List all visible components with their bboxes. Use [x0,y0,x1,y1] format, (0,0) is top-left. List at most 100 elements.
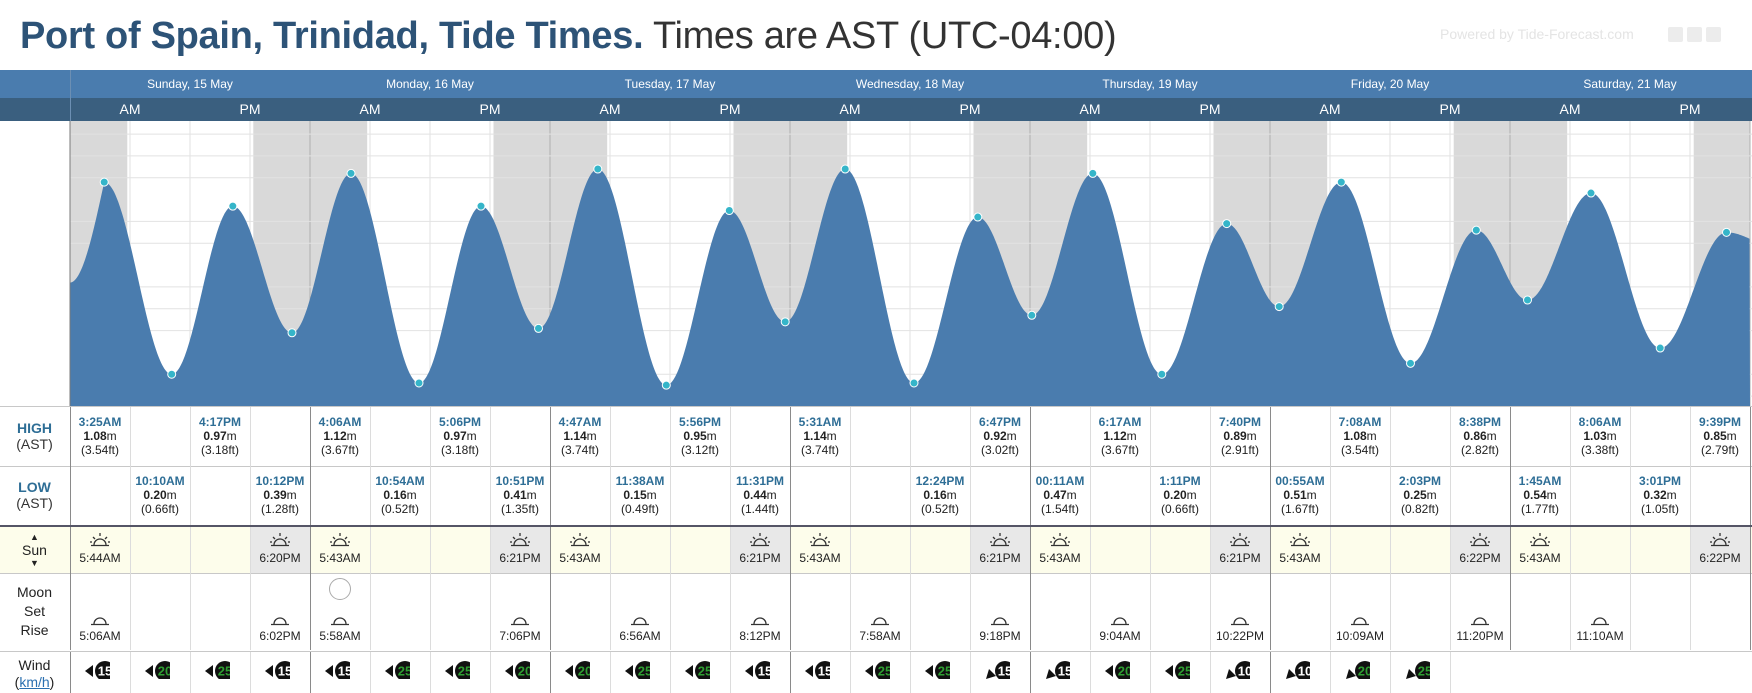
high-tide-height: 1.03m [1570,429,1630,443]
column-divider [130,573,131,650]
column-divider [730,407,731,525]
print-icon[interactable] [1706,27,1721,42]
wind-arrow-icon: 25 [445,661,470,679]
high-tide-time: 3:25AM [78,415,122,429]
tide-extreme-marker[interactable] [1471,225,1481,235]
low-tide-time: 11:31PM [735,474,785,488]
meter-unit: m [1246,429,1257,443]
sun-time: 6:22PM [1459,551,1501,565]
sunrise-icon [1050,533,1070,547]
embed-icon[interactable] [1687,27,1702,42]
high-tide-feet: (3.67ft) [320,443,359,457]
tide-extreme-marker[interactable] [661,380,671,390]
tide-area [70,169,1750,407]
low-tide-cell: 10:51PM 0.41m (1.35ft) [490,474,550,516]
tide-extreme-marker[interactable] [167,369,177,379]
column-divider [730,573,731,650]
column-divider [1030,407,1031,525]
column-divider [1510,527,1511,573]
y-tick-label: 0.9m (3ft) [15,214,66,228]
low-tide-meters: 0.16 [923,488,947,502]
meter-unit: m [226,429,237,443]
low-tide-height: 0.51m [1270,488,1330,502]
high-tide-feet: (3.54ft) [80,443,119,457]
tide-extreme-marker[interactable] [909,378,919,388]
high-tide-feet: (3.74ft) [560,443,599,457]
column-divider [1750,407,1751,525]
wind-speed: 15 [278,664,290,679]
tide-extreme-marker[interactable] [476,201,486,211]
column-divider [1450,573,1451,650]
tide-extreme-marker[interactable] [228,201,238,211]
tide-extreme-marker[interactable] [724,206,734,216]
column-divider [1510,407,1511,525]
sun-rise-cell: 5:43AM [310,531,370,565]
row-divider [0,573,1752,574]
sun-time: 5:44AM [79,551,121,565]
moon-time: 8:12PM [739,629,781,643]
high-tide-height: 0.86m [1450,429,1510,443]
wind-arrow-icon: 20 [1105,661,1130,679]
low-tide-time: 2:03PM [1398,474,1442,488]
tide-extreme-marker[interactable] [1523,295,1532,305]
sun-set-cell: 6:20PM [250,531,310,565]
column-divider [1330,527,1331,573]
tide-extreme-marker[interactable] [780,317,790,327]
tide-extreme-marker[interactable] [414,378,424,388]
tide-extreme-marker[interactable] [99,177,109,187]
meter-unit: m [1186,488,1197,502]
moon-event-cell: 6:02PM [250,611,310,643]
tide-extreme-marker[interactable] [840,164,850,174]
tide-extreme-marker[interactable] [1274,302,1284,312]
tide-extreme-marker[interactable] [1655,343,1665,353]
sun-row: ▲ Sun ▼ 5:44AM 6:20PM 5:43AM 6:21PM 5:43AM 6:… [0,527,1752,573]
column-divider [1690,407,1691,525]
sun-up-arrow-icon[interactable]: ▲ [30,532,39,542]
low-tide-feet: (0.52ft) [920,502,959,516]
wind-cell: 20 [130,652,190,686]
high-tide-cell: 8:38PM 0.86m (2.82ft) [1450,415,1510,457]
sun-set-cell: 6:22PM [1450,531,1510,565]
powered-by-link[interactable]: Powered by Tide-Forecast.com [1440,26,1634,42]
tide-extreme-marker[interactable] [346,168,356,178]
column-divider [670,573,671,650]
wind-arrow-icon: 15 [325,661,350,679]
wind-arrow-icon: 15 [805,661,830,679]
ampm-header: PM [1439,101,1461,117]
tide-extreme-marker[interactable] [973,212,983,222]
tide-extreme-marker[interactable] [1722,227,1731,237]
column-divider [70,652,71,693]
tide-extreme-marker[interactable] [1406,358,1415,368]
column-divider [1630,407,1631,525]
low-tide-time: 10:10AM [135,474,185,488]
low-tide-meters: 0.20 [1163,488,1187,502]
sunrise-icon [1530,533,1550,547]
column-divider [70,573,71,650]
share-icon[interactable] [1668,27,1683,42]
wind-arrow-icon: 25 [925,661,950,679]
wind-label: Wind [18,657,51,673]
wind-cell: 20 [550,652,610,686]
high-tide-meters: 1.12 [1103,429,1127,443]
column-divider [610,407,611,525]
tide-extreme-marker[interactable] [534,323,543,333]
tide-extreme-marker[interactable] [593,164,603,174]
sun-set-cell: 6:22PM [1690,531,1750,565]
column-divider [130,652,131,693]
meter-unit: m [646,488,657,502]
ampm-header: PM [239,101,261,117]
low-tide-height: 0.16m [910,488,970,502]
tide-extreme-marker[interactable] [1336,177,1346,187]
tide-extreme-marker[interactable] [287,328,297,338]
tide-extreme-marker[interactable] [1222,219,1232,229]
column-divider [1570,573,1571,650]
tide-extreme-marker[interactable] [1088,168,1098,178]
y-tick-label: 1.2m (3.9ft) [5,149,66,163]
wind-unit-link[interactable]: km/h [19,674,50,690]
sun-down-arrow-icon[interactable]: ▼ [30,558,39,568]
wind-speed: 25 [878,664,890,679]
column-divider [730,652,731,693]
tide-extreme-marker[interactable] [1027,310,1037,320]
tide-extreme-marker[interactable] [1586,188,1596,198]
tide-extreme-marker[interactable] [1157,369,1167,379]
